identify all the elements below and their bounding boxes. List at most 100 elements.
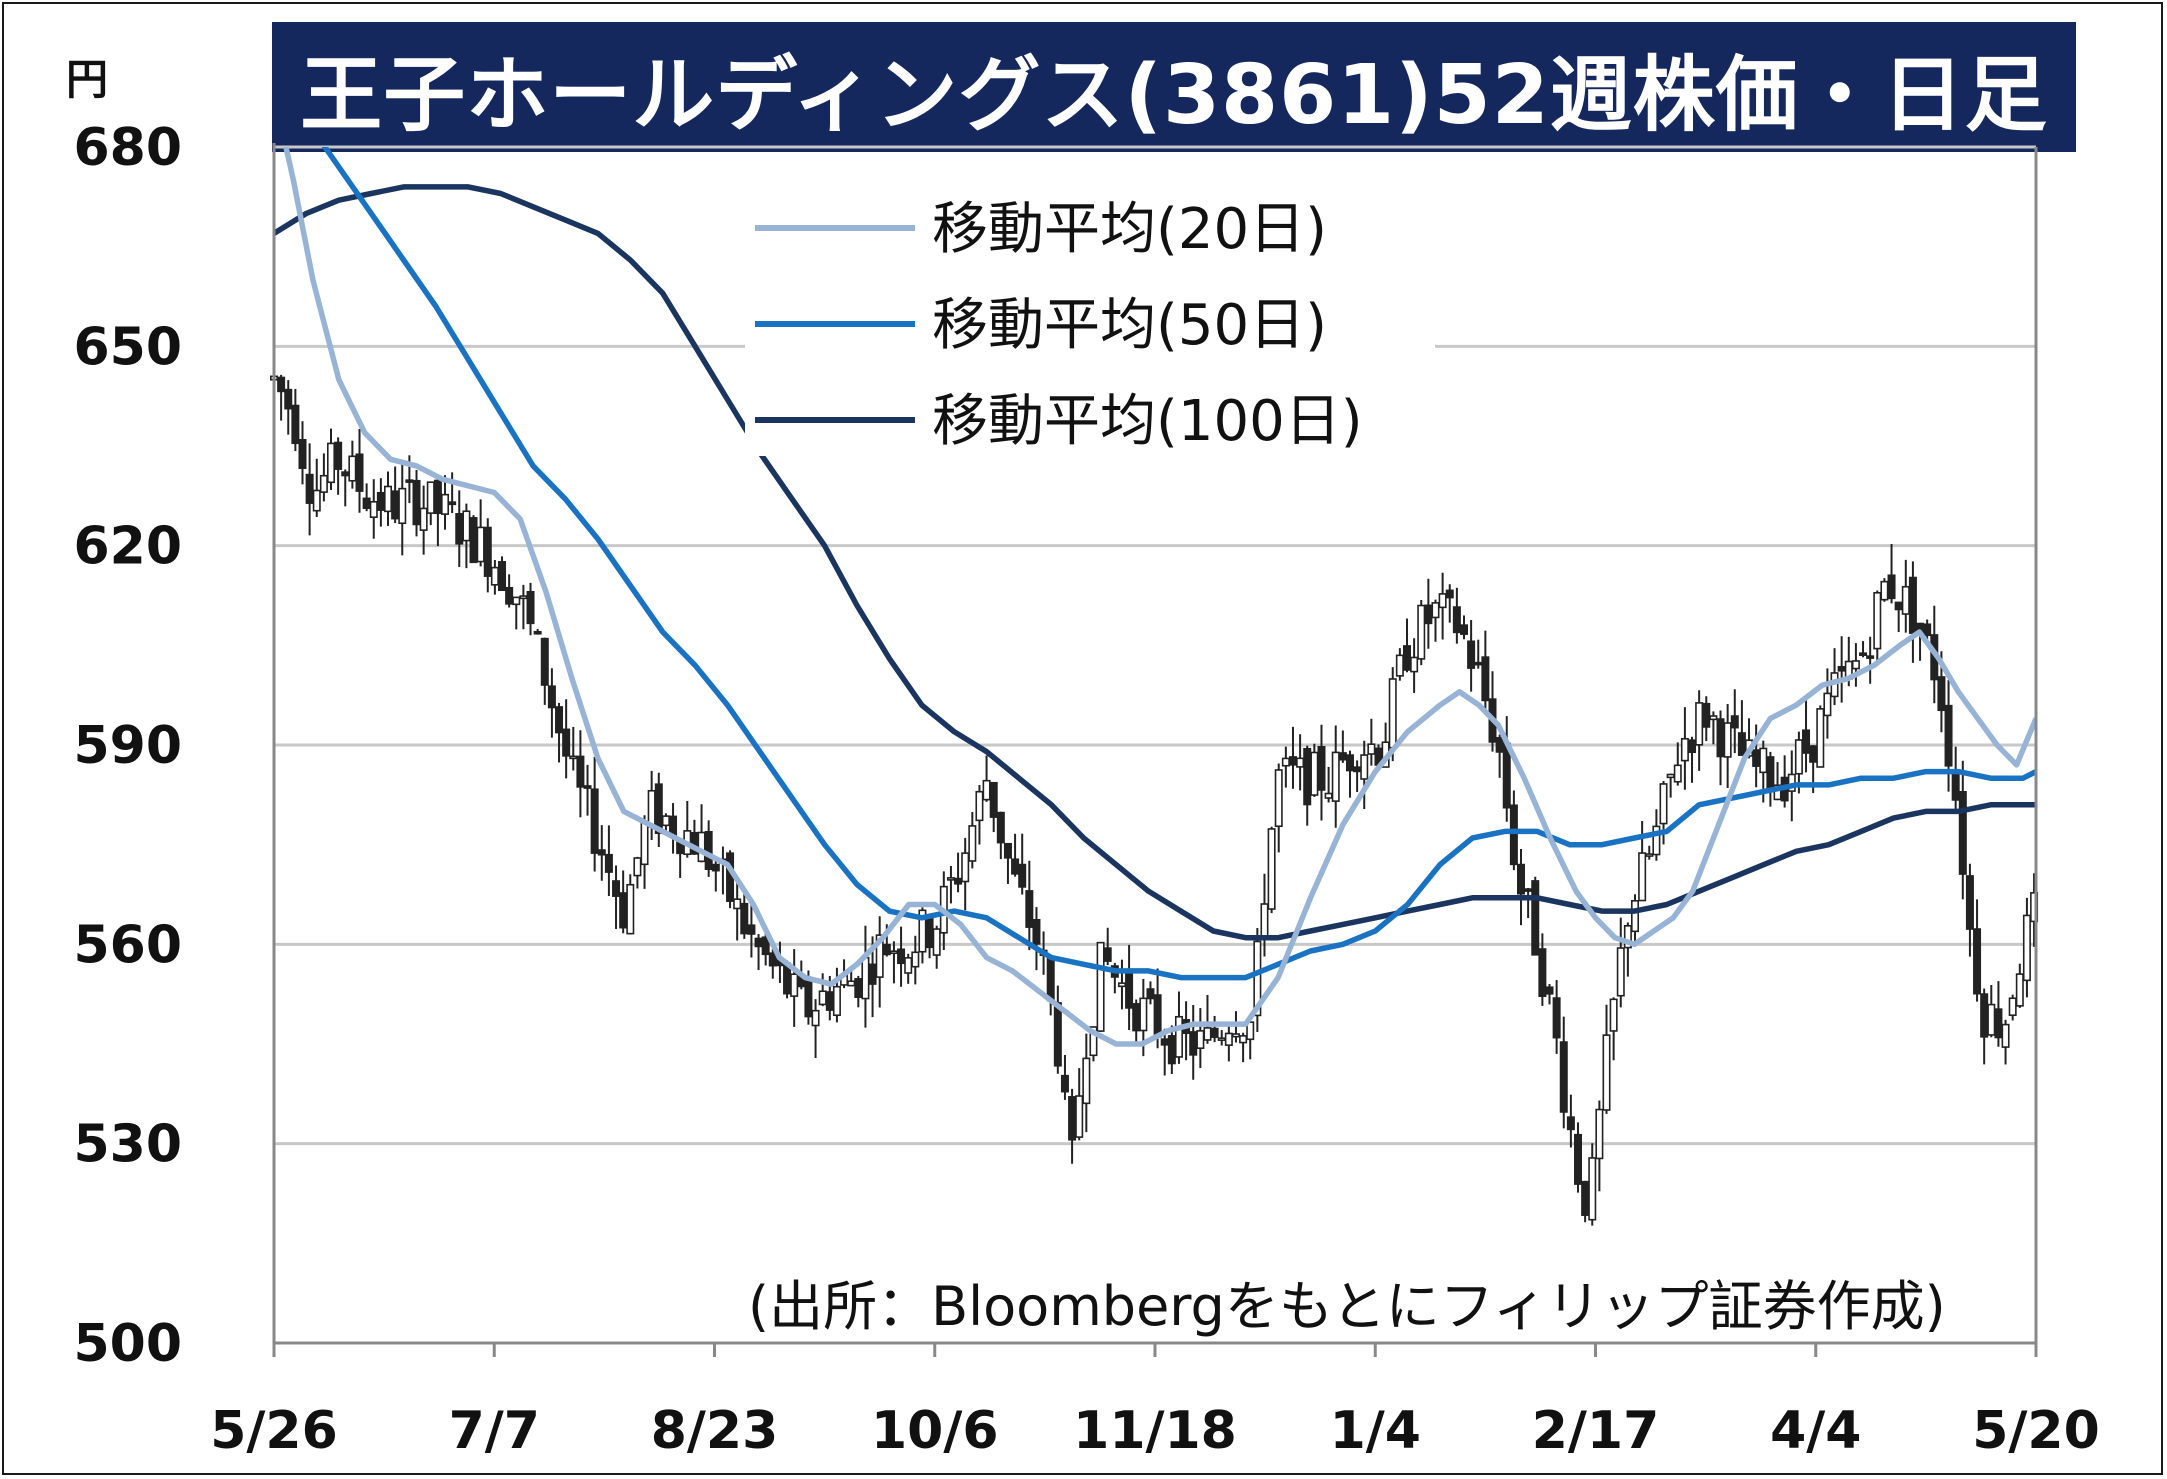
candle-body	[761, 936, 770, 956]
candle-body	[1609, 998, 1618, 1032]
candle-body	[897, 948, 906, 965]
candle-body	[861, 956, 870, 1000]
candle-body	[1431, 602, 1440, 619]
candle-body	[1253, 940, 1262, 1017]
candle-body	[1602, 1034, 1611, 1111]
candle-body	[562, 728, 571, 757]
candle-body	[1631, 900, 1640, 933]
candle-body	[1574, 1133, 1583, 1185]
candle-body	[1851, 660, 1860, 670]
candle-body	[483, 526, 492, 577]
candle-body	[1075, 1095, 1084, 1138]
legend-ma20-label: 移動平均(20日)	[932, 197, 1327, 262]
candle-body	[1424, 604, 1433, 625]
candle-body	[1082, 1057, 1091, 1105]
candle-body	[1552, 997, 1561, 1039]
candle-body	[1866, 655, 1875, 659]
candle-body	[754, 937, 763, 948]
candle-body	[1973, 928, 1982, 995]
candle-body	[1125, 973, 1134, 1009]
candle-body	[790, 973, 799, 997]
candle-body	[1837, 665, 1846, 672]
candle-body	[818, 990, 827, 1006]
candle-body	[1303, 747, 1312, 806]
candle-body	[889, 950, 898, 955]
candle-body	[1709, 715, 1718, 721]
candle-body	[1146, 988, 1155, 1000]
candle-body	[441, 493, 450, 515]
candle-body	[740, 902, 749, 935]
candle-body	[576, 755, 585, 788]
candle-body	[391, 490, 400, 520]
candle-body	[2015, 973, 2024, 1007]
y-tick-label: 530	[73, 1115, 182, 1175]
candle-body	[925, 917, 934, 949]
candle-body	[1695, 702, 1704, 746]
candle-body	[334, 441, 343, 470]
y-tick-label: 560	[73, 915, 182, 975]
candle-body	[1859, 652, 1868, 656]
candle-body	[1288, 756, 1297, 766]
candle-body	[419, 507, 428, 531]
candle-body	[1203, 1027, 1212, 1041]
candle-body	[355, 453, 364, 492]
candle-body	[1452, 606, 1461, 634]
candle-body	[291, 404, 300, 445]
candle-body	[1688, 739, 1697, 754]
candle-body	[469, 517, 478, 564]
moving-average-lines	[274, 147, 2036, 1047]
candle-body	[490, 566, 499, 586]
candle-body	[1588, 1157, 1597, 1221]
candle-body	[1595, 1108, 1604, 1160]
candle-body	[911, 951, 920, 968]
candle-body	[519, 595, 528, 600]
candle-body	[2022, 914, 2031, 982]
candle-body	[1239, 1035, 1248, 1044]
candle-body	[1281, 757, 1290, 767]
candle-body	[1025, 890, 1034, 928]
legend-ma50-label: 移動平均(50日)	[932, 293, 1327, 358]
y-axis-unit: 円	[66, 55, 109, 104]
candle-body	[961, 852, 970, 883]
candle-body	[1951, 772, 1960, 801]
legend-ma100-label: 移動平均(100日)	[932, 389, 1363, 454]
source-note: (出所：Bloombergをもとにフィリップ証券作成)	[748, 1275, 1946, 1338]
candle-body	[1231, 1033, 1240, 1038]
candle-body	[989, 781, 998, 818]
candle-body	[498, 561, 507, 592]
candle-body	[1132, 1003, 1141, 1032]
candle-body	[448, 501, 457, 506]
candle-body	[1210, 1027, 1219, 1038]
candle-body	[647, 789, 656, 828]
candle-body	[1645, 853, 1654, 857]
candle-body	[1730, 715, 1739, 729]
candle-body	[1937, 676, 1946, 712]
candle-body	[1117, 982, 1126, 988]
candle-body	[1716, 718, 1725, 758]
legend: 移動平均(20日) 移動平均(50日) 移動平均(100日)	[745, 188, 1435, 456]
candle-body	[1901, 585, 1910, 615]
candle-body	[348, 455, 357, 482]
candle-body	[626, 883, 635, 935]
candle-body	[1659, 783, 1668, 825]
candle-body	[968, 825, 977, 862]
candle-body	[505, 586, 514, 605]
candle-body	[327, 442, 336, 484]
candle-body	[1737, 732, 1746, 756]
ma20-line	[283, 147, 2036, 1047]
candle-body	[1338, 752, 1347, 761]
chart-title: 王子ホールディングス(3861)52週株価・日足	[272, 22, 2076, 152]
y-tick-label: 650	[73, 317, 182, 377]
candle-body	[733, 898, 742, 910]
candle-body	[1068, 1096, 1077, 1141]
candle-body	[1638, 852, 1647, 902]
candle-body	[804, 977, 813, 1018]
candle-body	[1217, 1037, 1226, 1041]
candle-body	[1752, 749, 1761, 767]
candle-body	[697, 831, 706, 863]
candle-body	[1481, 656, 1490, 702]
candle-body	[1894, 601, 1903, 611]
candle-body	[1153, 994, 1162, 1038]
candle-body	[1766, 756, 1775, 791]
